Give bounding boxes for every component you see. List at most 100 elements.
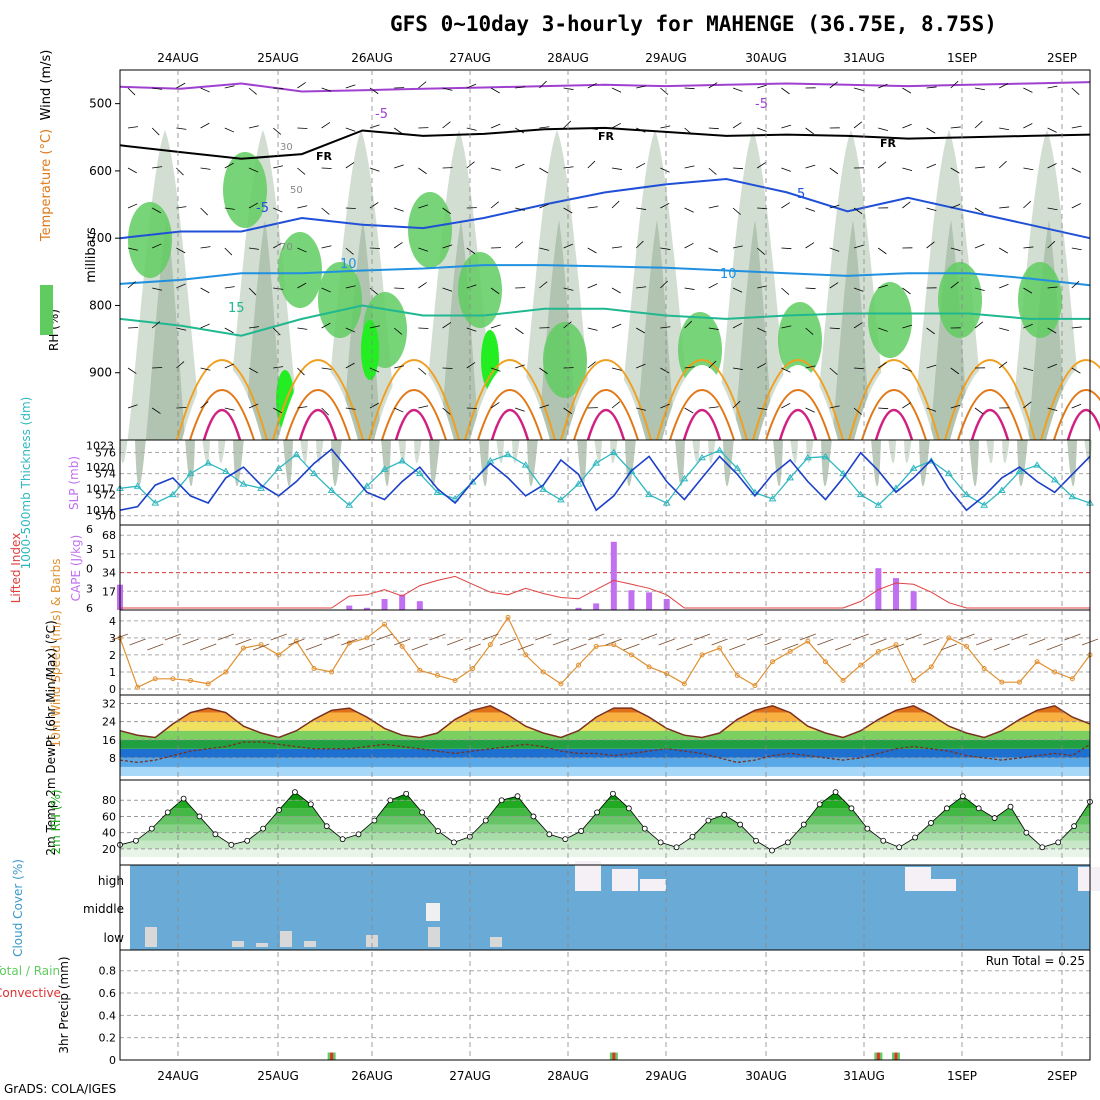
wind-barb bbox=[1071, 247, 1082, 251]
wind-barb bbox=[781, 124, 792, 129]
wind-barb bbox=[151, 407, 161, 414]
wind-barb bbox=[732, 367, 743, 370]
wind-barb bbox=[127, 167, 137, 174]
wind-speed-point bbox=[681, 681, 687, 687]
rh-point bbox=[578, 828, 585, 834]
wind-barb bbox=[853, 121, 863, 129]
bottom-date-label: 30AUG bbox=[745, 1069, 787, 1083]
top-date-label: 25AUG bbox=[257, 51, 299, 65]
wind-barb bbox=[684, 407, 694, 414]
wind-speed-point bbox=[946, 635, 952, 641]
wind-barb bbox=[684, 287, 695, 290]
wind-barb bbox=[442, 121, 451, 129]
wind-speed-point bbox=[1016, 679, 1022, 685]
wind-barb bbox=[152, 87, 163, 90]
wind-barb bbox=[466, 284, 477, 289]
wind-barb bbox=[369, 287, 378, 295]
wind-barb bbox=[926, 207, 937, 211]
wind-barb bbox=[877, 362, 887, 369]
warm-dome bbox=[566, 365, 646, 440]
wind-barb-10m bbox=[658, 638, 675, 646]
thickness-point bbox=[821, 452, 830, 460]
wind-barb bbox=[829, 327, 840, 330]
thickness-point bbox=[151, 499, 160, 506]
thickness-point bbox=[786, 473, 795, 481]
wind-barb bbox=[297, 167, 306, 175]
wind-barb bbox=[1047, 240, 1056, 249]
wind-barb bbox=[151, 321, 161, 329]
cape-tick-label: 51 bbox=[102, 548, 116, 561]
rh-band bbox=[120, 824, 1090, 833]
wind-barb bbox=[587, 82, 597, 89]
wind-barb bbox=[418, 81, 427, 89]
contour-label: 15 bbox=[228, 301, 245, 316]
rh-point bbox=[482, 817, 489, 824]
wind-barb bbox=[805, 407, 815, 413]
precip-convective-bar bbox=[894, 1052, 898, 1060]
lifted-index-line bbox=[120, 575, 1090, 609]
wind-barb bbox=[321, 287, 331, 293]
rh-point bbox=[355, 831, 362, 838]
rh-moist bbox=[543, 322, 587, 398]
wind-barb bbox=[345, 285, 356, 289]
cape-bar bbox=[893, 578, 899, 610]
rh-point bbox=[848, 805, 855, 812]
thickness-point bbox=[327, 486, 336, 493]
rh-moist bbox=[408, 192, 452, 268]
wind-barb bbox=[176, 82, 186, 89]
wind-barb bbox=[394, 164, 404, 169]
wind-speed-point bbox=[364, 635, 370, 641]
thickness-point bbox=[274, 464, 283, 471]
wind-barb bbox=[393, 327, 403, 335]
y-tick-label: 700 bbox=[89, 231, 112, 245]
wind-barb bbox=[950, 126, 961, 129]
wind-speed-point bbox=[593, 643, 599, 649]
cloud-low-block bbox=[366, 935, 378, 947]
wind-barb bbox=[974, 120, 983, 129]
wind-barb bbox=[490, 167, 501, 171]
wind-speed-point bbox=[611, 642, 617, 648]
wind-barb bbox=[1023, 246, 1034, 249]
thickness-point bbox=[257, 484, 265, 491]
wind-label: Wind (m/s) bbox=[39, 50, 54, 121]
thickness-point bbox=[768, 494, 777, 502]
rh-band bbox=[135, 220, 195, 487]
cloud-high-block bbox=[640, 879, 666, 891]
slp-line bbox=[119, 448, 1091, 512]
temp-contour-30 bbox=[202, 408, 242, 441]
wind-barb bbox=[660, 403, 670, 409]
rh-point bbox=[610, 790, 616, 797]
rh-point bbox=[292, 789, 298, 796]
wind-barb bbox=[902, 201, 911, 209]
wind-barb bbox=[297, 127, 308, 129]
contour-label: 30 bbox=[280, 142, 293, 153]
precip-convective-bar bbox=[330, 1052, 334, 1060]
wind-barb bbox=[660, 87, 669, 95]
wind-barb bbox=[660, 167, 670, 173]
wind-barb-10m bbox=[1028, 638, 1046, 646]
cape-bar bbox=[646, 592, 653, 610]
wind-barb-10m bbox=[923, 638, 940, 646]
thickness-point bbox=[945, 469, 953, 477]
temp-band bbox=[120, 766, 1090, 776]
wind-barb bbox=[418, 405, 429, 409]
wind-barb bbox=[1047, 363, 1058, 369]
top-date-label: 26AUG bbox=[351, 51, 393, 65]
temp-band bbox=[120, 712, 1090, 722]
thickness-point bbox=[997, 486, 1006, 493]
wind-barb bbox=[660, 247, 671, 250]
wind-barb bbox=[394, 207, 404, 212]
rh-point bbox=[625, 805, 632, 812]
wind-barb bbox=[369, 87, 379, 95]
wind-barb bbox=[853, 287, 864, 292]
wind-barb bbox=[1047, 207, 1058, 211]
wind-speed-point bbox=[875, 649, 881, 654]
wind-barb-10m bbox=[182, 638, 199, 646]
rh-point bbox=[387, 797, 394, 804]
wind-barb bbox=[1023, 167, 1034, 171]
wind-barb-10m bbox=[288, 638, 305, 646]
wind-barb bbox=[345, 207, 356, 209]
thickness-point bbox=[169, 490, 177, 498]
bottom-date-label: 2SEP bbox=[1047, 1069, 1077, 1083]
contour-label: FR bbox=[316, 150, 333, 163]
